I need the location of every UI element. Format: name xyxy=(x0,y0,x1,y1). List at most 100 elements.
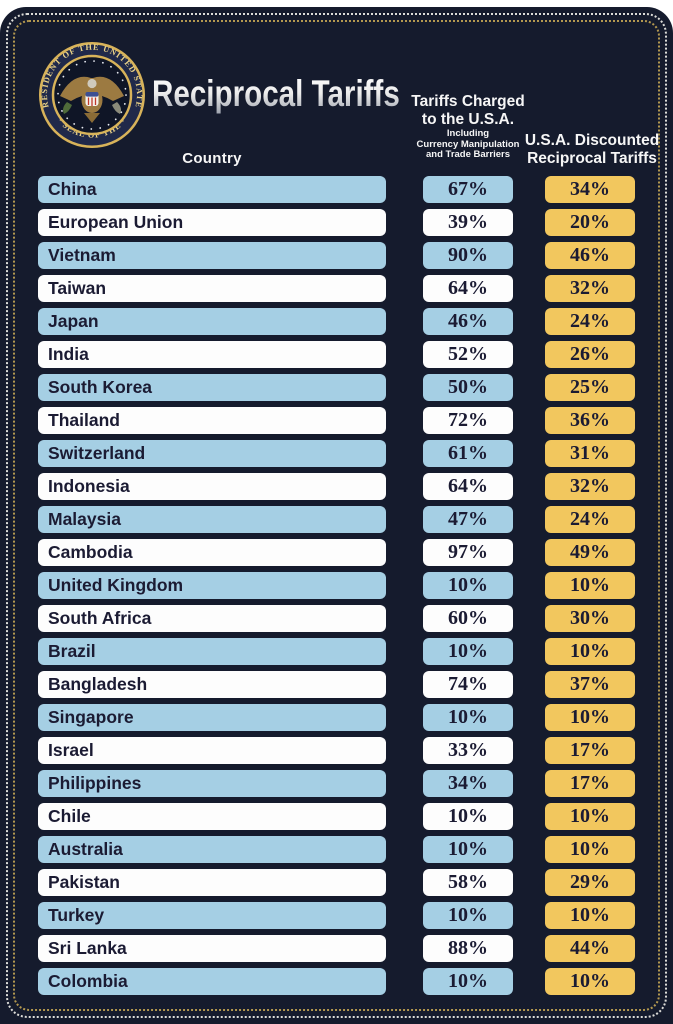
column-header-country: Country xyxy=(182,150,242,167)
discounted-tariff-cell: 29% xyxy=(545,869,635,896)
table-row: India 52% 26% xyxy=(0,341,673,368)
charged-tariff-cell: 46% xyxy=(423,308,513,335)
table-row: Philippines 34% 17% xyxy=(0,770,673,797)
country-cell: Turkey xyxy=(38,902,386,929)
charged-tariff-cell: 10% xyxy=(423,803,513,830)
table-row: Taiwan 64% 32% xyxy=(0,275,673,302)
table-row: Japan 46% 24% xyxy=(0,308,673,335)
tariff-table: China 67% 34% European Union 39% 20% Vie… xyxy=(0,176,673,1001)
country-cell: Thailand xyxy=(38,407,386,434)
discounted-header-line2: Reciprocal Tariffs xyxy=(527,150,657,167)
table-row: South Korea 50% 25% xyxy=(0,374,673,401)
country-cell: Israel xyxy=(38,737,386,764)
discounted-tariff-cell: 25% xyxy=(545,374,635,401)
discounted-tariff-cell: 10% xyxy=(545,572,635,599)
discounted-tariff-cell: 32% xyxy=(545,473,635,500)
olive-branch xyxy=(63,102,72,114)
presidential-seal: PRESIDENT OF THE UNITED STATES · SEAL OF… xyxy=(34,33,147,150)
country-cell: European Union xyxy=(38,209,386,236)
table-row: Vietnam 90% 46% xyxy=(0,242,673,269)
table-row: Switzerland 61% 31% xyxy=(0,440,673,467)
discounted-tariff-cell: 10% xyxy=(545,803,635,830)
charged-tariff-cell: 88% xyxy=(423,935,513,962)
charged-header-sub1: Including xyxy=(446,128,490,139)
table-row: Thailand 72% 36% xyxy=(0,407,673,434)
table-row: China 67% 34% xyxy=(0,176,673,203)
table-row: Sri Lanka 88% 44% xyxy=(0,935,673,962)
page-title: Reciprocal Tariffs xyxy=(152,73,400,114)
country-cell: China xyxy=(38,176,386,203)
country-cell: Switzerland xyxy=(38,440,386,467)
discounted-tariff-cell: 10% xyxy=(545,836,635,863)
country-cell: Australia xyxy=(38,836,386,863)
country-cell: Pakistan xyxy=(38,869,386,896)
charged-tariff-cell: 61% xyxy=(423,440,513,467)
discounted-tariff-cell: 10% xyxy=(545,968,635,995)
charged-tariff-cell: 64% xyxy=(423,473,513,500)
table-row: United Kingdom 10% 10% xyxy=(0,572,673,599)
table-row: South Africa 60% 30% xyxy=(0,605,673,632)
table-row: Cambodia 97% 49% xyxy=(0,539,673,566)
country-cell: Malaysia xyxy=(38,506,386,533)
discounted-tariff-cell: 44% xyxy=(545,935,635,962)
table-row: Brazil 10% 10% xyxy=(0,638,673,665)
arrows-bundle xyxy=(112,102,121,114)
country-cell: Singapore xyxy=(38,704,386,731)
discounted-header-line1: U.S.A. Discounted xyxy=(524,132,660,149)
table-row: Turkey 10% 10% xyxy=(0,902,673,929)
charged-tariff-cell: 97% xyxy=(423,539,513,566)
discounted-tariff-cell: 31% xyxy=(545,440,635,467)
discounted-tariff-cell: 37% xyxy=(545,671,635,698)
discounted-tariff-cell: 36% xyxy=(545,407,635,434)
column-header-discounted-tariffs: U.S.A. Discounted Reciprocal Tariffs xyxy=(514,132,670,168)
charged-tariff-cell: 39% xyxy=(423,209,513,236)
discounted-tariff-cell: 24% xyxy=(545,506,635,533)
table-row: Colombia 10% 10% xyxy=(0,968,673,995)
charged-tariff-cell: 10% xyxy=(423,572,513,599)
charged-tariff-cell: 10% xyxy=(423,704,513,731)
charged-tariff-cell: 90% xyxy=(423,242,513,269)
charged-tariff-cell: 67% xyxy=(423,176,513,203)
column-header-tariffs-charged: Tariffs Charged to the U.S.A. Including … xyxy=(396,93,540,161)
charged-header-line2: to the U.S.A. xyxy=(421,111,515,128)
charged-tariff-cell: 64% xyxy=(423,275,513,302)
country-cell: Vietnam xyxy=(38,242,386,269)
charged-header-line1: Tariffs Charged xyxy=(411,93,525,110)
discounted-tariff-cell: 20% xyxy=(545,209,635,236)
charged-header-sub3: and Trade Barriers xyxy=(426,149,510,160)
country-cell: Taiwan xyxy=(38,275,386,302)
discounted-tariff-cell: 49% xyxy=(545,539,635,566)
tariff-board: PRESIDENT OF THE UNITED STATES · SEAL OF… xyxy=(0,7,673,1024)
discounted-tariff-cell: 10% xyxy=(545,902,635,929)
charged-tariff-cell: 74% xyxy=(423,671,513,698)
charged-tariff-cell: 72% xyxy=(423,407,513,434)
discounted-tariff-cell: 46% xyxy=(545,242,635,269)
table-row: European Union 39% 20% xyxy=(0,209,673,236)
charged-header-sub2: Currency Manipulation xyxy=(416,138,520,150)
country-cell: Cambodia xyxy=(38,539,386,566)
charged-tariff-cell: 10% xyxy=(423,836,513,863)
discounted-tariff-cell: 32% xyxy=(545,275,635,302)
table-row: Singapore 10% 10% xyxy=(0,704,673,731)
discounted-tariff-cell: 24% xyxy=(545,308,635,335)
table-row: Australia 10% 10% xyxy=(0,836,673,863)
seal-star-ring xyxy=(57,60,127,130)
eagle-icon xyxy=(60,76,124,123)
table-row: Pakistan 58% 29% xyxy=(0,869,673,896)
charged-tariff-cell: 10% xyxy=(423,902,513,929)
country-cell: South Africa xyxy=(38,605,386,632)
charged-tariff-cell: 34% xyxy=(423,770,513,797)
country-cell: South Korea xyxy=(38,374,386,401)
charged-tariff-cell: 52% xyxy=(423,341,513,368)
presidential-seal-graphic: PRESIDENT OF THE UNITED STATES · SEAL OF… xyxy=(34,33,145,148)
charged-tariff-cell: 10% xyxy=(423,638,513,665)
charged-tariff-cell: 10% xyxy=(423,968,513,995)
charged-tariff-cell: 50% xyxy=(423,374,513,401)
discounted-tariff-cell: 26% xyxy=(545,341,635,368)
discounted-tariff-cell: 17% xyxy=(545,770,635,797)
country-cell: Indonesia xyxy=(38,473,386,500)
charged-tariff-cell: 33% xyxy=(423,737,513,764)
country-cell: Chile xyxy=(38,803,386,830)
discounted-tariff-cell: 34% xyxy=(545,176,635,203)
charged-tariff-cell: 60% xyxy=(423,605,513,632)
